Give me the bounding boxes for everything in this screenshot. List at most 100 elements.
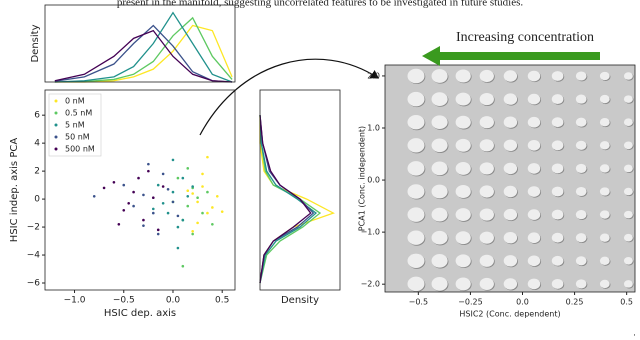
right-density-frame — [259, 89, 341, 291]
well — [479, 162, 494, 175]
well — [431, 277, 448, 291]
well — [527, 93, 541, 105]
well — [479, 93, 494, 106]
x-tick-label: 0.5 — [215, 296, 229, 306]
point — [102, 186, 106, 190]
well — [527, 232, 541, 244]
well — [407, 114, 425, 130]
point — [215, 194, 219, 198]
well — [479, 69, 494, 83]
well — [575, 163, 587, 173]
legend-marker — [54, 111, 58, 115]
well — [599, 233, 610, 242]
well — [527, 209, 541, 220]
density-line — [54, 24, 233, 83]
well — [575, 279, 587, 289]
concentration-arrow — [422, 46, 600, 66]
well — [455, 254, 471, 268]
point — [142, 193, 145, 197]
y-tick-label: 0.0 — [367, 176, 380, 185]
well — [623, 95, 633, 103]
point — [181, 264, 185, 268]
point — [201, 185, 204, 188]
well — [431, 253, 448, 268]
point — [166, 211, 170, 215]
well — [551, 163, 564, 174]
well — [455, 138, 471, 152]
point — [112, 181, 116, 184]
density-line — [259, 115, 322, 284]
well — [551, 71, 564, 81]
well — [623, 72, 633, 80]
point — [206, 211, 209, 215]
well — [455, 161, 471, 175]
legend-marker — [54, 99, 58, 103]
well — [575, 140, 587, 150]
point — [206, 190, 209, 194]
well — [455, 185, 471, 198]
well — [551, 255, 564, 266]
point — [137, 176, 140, 180]
well — [527, 163, 541, 174]
well — [527, 278, 541, 290]
point — [147, 162, 150, 166]
plot-frame — [44, 89, 236, 291]
legend-marker — [54, 123, 58, 127]
y-tick-label: −2 — [27, 223, 40, 233]
y-tick-label: 2.0 — [367, 71, 380, 80]
well — [503, 232, 518, 244]
point — [127, 201, 130, 205]
x-tick-label: −0.5 — [409, 298, 428, 307]
well — [503, 139, 518, 151]
y-tick-label: −2.0 — [361, 280, 380, 289]
well — [479, 208, 494, 221]
point — [176, 246, 180, 250]
point — [156, 232, 160, 236]
point — [211, 222, 214, 226]
point — [220, 210, 224, 213]
point — [151, 207, 155, 211]
point — [142, 224, 145, 227]
x-tick-label: 0.0 — [166, 296, 181, 306]
well — [431, 92, 448, 106]
point — [211, 206, 214, 209]
well — [623, 233, 633, 242]
point — [151, 211, 155, 215]
y-tick-label: 2 — [34, 167, 40, 177]
well — [575, 186, 587, 197]
legend-label: 50 nM — [65, 133, 90, 142]
legend-label: 0 nM — [65, 97, 85, 106]
well — [527, 139, 541, 151]
well — [503, 278, 518, 290]
well — [455, 208, 471, 222]
well — [551, 209, 564, 220]
panel-title: Increasing concentration — [456, 30, 594, 45]
well — [431, 69, 448, 83]
well — [599, 279, 610, 289]
well — [431, 138, 448, 153]
well — [431, 207, 448, 222]
well — [503, 93, 518, 105]
legend-marker — [54, 135, 58, 139]
point — [171, 200, 175, 204]
density-line — [54, 29, 233, 83]
well — [503, 255, 518, 267]
well — [407, 68, 425, 84]
well — [599, 71, 610, 81]
point — [191, 192, 194, 195]
plot-frame — [384, 64, 636, 293]
point — [176, 225, 180, 229]
top-density-label: Density — [30, 24, 41, 62]
well — [575, 71, 587, 81]
well — [599, 94, 610, 104]
well — [479, 185, 494, 198]
well — [599, 118, 610, 127]
well — [407, 230, 425, 245]
well — [407, 138, 425, 153]
well — [407, 161, 425, 176]
point — [191, 229, 194, 233]
well — [503, 116, 518, 128]
point — [142, 218, 145, 222]
top-density-frame — [44, 4, 236, 83]
